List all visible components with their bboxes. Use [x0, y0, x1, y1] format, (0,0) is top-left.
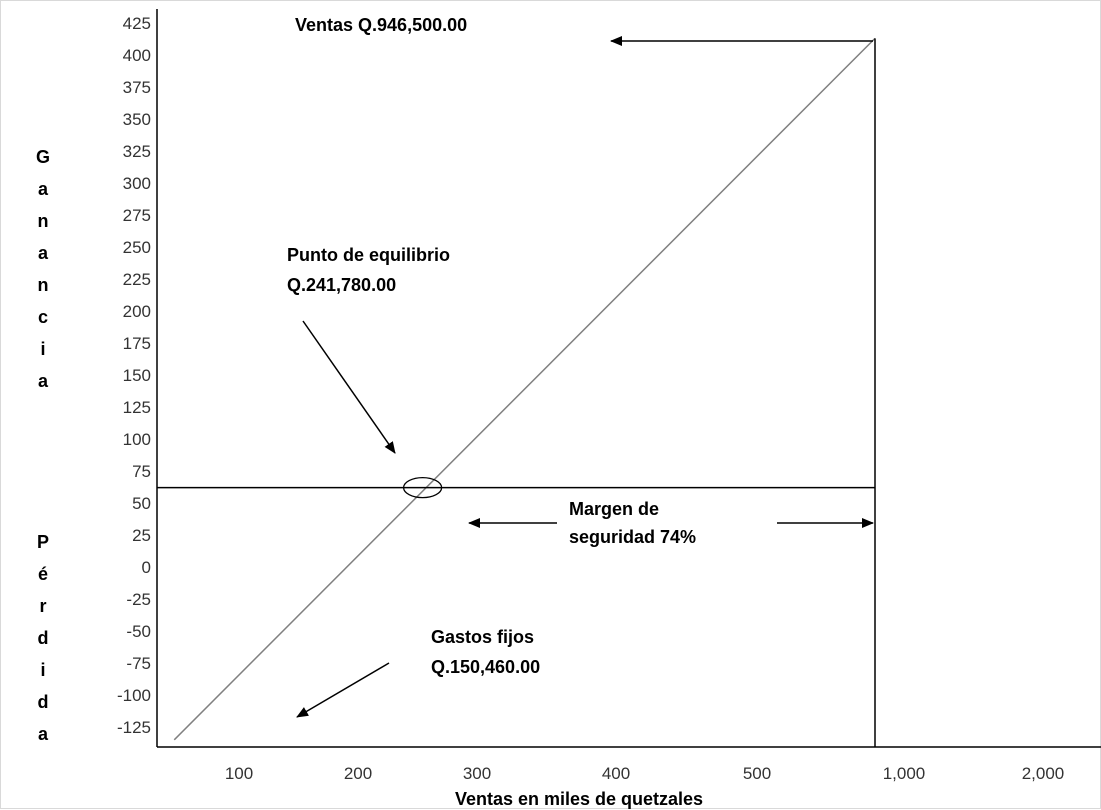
y-tick-label: 425: [123, 14, 151, 33]
chart-marks: [157, 37, 876, 747]
sales-annotation: Ventas Q.946,500.00: [295, 15, 467, 35]
margin-annotation-line2: seguridad 74%: [569, 527, 696, 547]
y-tick-label: 25: [132, 526, 151, 545]
y-tick-labels: 4254003753503253002752502252001751501251…: [117, 14, 151, 737]
y-tick-label: 175: [123, 334, 151, 353]
y-tick-label: -50: [126, 622, 151, 641]
sales-line: [173, 37, 876, 741]
fixed-costs-annotation-line2: Q.150,460.00: [431, 657, 540, 677]
y-tick-label: 0: [142, 558, 151, 577]
y-tick-label: 200: [123, 302, 151, 321]
fixed-costs-arrow: [296, 662, 390, 718]
breakeven-point-marker: [402, 476, 443, 499]
y-tick-label: -25: [126, 590, 151, 609]
y-tick-label: 100: [123, 430, 151, 449]
y-tick-label: 125: [123, 398, 151, 417]
y-tick-label: 350: [123, 110, 151, 129]
x-axis-title: Ventas en miles de quetzales: [455, 789, 703, 809]
y-tick-label: 50: [132, 494, 151, 513]
x-tick-label: 2,000: [1022, 764, 1065, 783]
x-tick-labels: 100 200 300 400 500 1,000 2,000: [225, 764, 1064, 783]
breakeven-arrow: [302, 320, 396, 454]
x-tick-label: 300: [463, 764, 491, 783]
y-tick-label: -125: [117, 718, 151, 737]
y-tick-label: -100: [117, 686, 151, 705]
y-tick-label: 150: [123, 366, 151, 385]
y-tick-label: 75: [132, 462, 151, 481]
breakeven-annotation-line2: Q.241,780.00: [287, 275, 396, 295]
y-tick-label: 225: [123, 270, 151, 289]
breakeven-annotation-line1: Punto de equilibrio: [287, 245, 450, 265]
x-tick-label: 1,000: [883, 764, 926, 783]
fixed-costs-annotation-line1: Gastos fijos: [431, 627, 534, 647]
y-tick-label: 250: [123, 238, 151, 257]
x-tick-label: 100: [225, 764, 253, 783]
x-tick-label: 500: [743, 764, 771, 783]
x-tick-label: 200: [344, 764, 372, 783]
margin-annotation-line1: Margen de: [569, 499, 659, 519]
y-tick-label: 400: [123, 46, 151, 65]
y-tick-label: 275: [123, 206, 151, 225]
y-tick-label: 375: [123, 78, 151, 97]
y-tick-label: 300: [123, 174, 151, 193]
y-tick-label: 325: [123, 142, 151, 161]
y-tick-label: -75: [126, 654, 151, 673]
x-tick-label: 400: [602, 764, 630, 783]
